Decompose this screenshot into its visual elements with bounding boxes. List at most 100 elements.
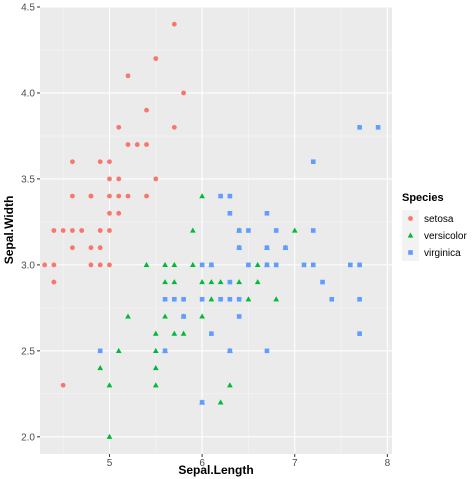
x-tick-label: 8 [385,458,391,469]
virginica-point [209,262,214,268]
virginica-point [348,262,353,268]
virginica-point [357,125,362,130]
virginica-point [264,245,270,250]
versicolor-point [106,433,113,439]
setosa-point [97,245,103,251]
versicolor-point [162,313,168,319]
setosa-point [70,159,75,165]
setosa-point [79,228,85,233]
setosa-point [51,228,57,233]
versicolor-point [106,382,113,388]
y-tick-label: 4.0 [21,88,35,99]
setosa-point [144,193,149,199]
virginica-point [246,228,251,233]
setosa-point [107,228,112,233]
virginica-point [218,296,223,302]
virginica-point [181,296,186,302]
setosa-point [70,228,75,233]
setosa-point [97,228,103,233]
virginica-point [310,262,316,268]
setosa-point [42,262,48,268]
virginica-point [357,331,362,336]
virginica-point [199,296,205,302]
versicolor-point [189,261,196,267]
versicolor-point [143,261,150,267]
virginica-point [97,348,103,354]
legend-key-virginica [408,250,413,255]
versicolor-point [208,296,215,302]
grid-lines [40,6,392,454]
legend-title: Species [402,192,444,204]
setosa-point [125,193,131,199]
setosa-point [134,142,140,147]
virginica-point [273,262,279,268]
versicolor-point [217,279,224,285]
versicolor-point [115,347,122,353]
versicolor-point [199,193,205,199]
virginica-point [310,159,316,165]
x-axis-ticks: 5 6 7 8 [107,454,391,469]
setosa-point [51,279,57,285]
y-tick-label: 2.0 [21,432,35,443]
setosa-point [107,176,112,182]
virginica-point [162,348,168,354]
virginica-point [301,262,307,268]
versicolor-point [227,382,233,388]
setosa-point [107,262,112,268]
setosa-point [107,159,112,165]
setosa-point [116,193,122,199]
setosa-point [116,124,122,130]
legend: Species setosa versicolor virginica [402,192,467,261]
setosa-point [88,193,94,199]
x-axis-title: Sepal.Length [178,463,253,477]
virginica-point [246,262,251,268]
versicolor-point [180,330,187,336]
virginica-point [264,211,270,216]
setosa-point [171,124,177,130]
virginica-point [227,348,233,354]
virginica-point [227,193,233,199]
versicolor-point [171,330,178,336]
versicolor-point [208,279,215,285]
virginica-point [357,296,362,302]
versicolor-point [171,261,178,267]
legend-label-virginica: virginica [424,248,461,259]
versicolor-point [125,313,131,319]
versicolor-point [152,330,159,336]
panel-background [40,7,392,454]
y-axis-ticks: 2.0 2.5 3.0 3.5 4.0 4.5 [21,3,40,443]
setosa-point [144,142,149,147]
versicolor-point [189,227,196,233]
virginica-point [283,245,288,250]
virginica-point [218,193,223,199]
data-points [42,21,381,439]
versicolor-point [245,296,252,302]
versicolor-point [152,347,159,353]
virginica-point [310,228,316,233]
setosa-point [60,228,66,233]
versicolor-point [162,261,168,267]
versicolor-point [291,227,298,233]
versicolor-point [171,279,178,285]
setosa-point [97,159,103,165]
setosa-point [153,56,159,61]
y-tick-label: 3.5 [21,174,35,185]
versicolor-point [236,279,243,285]
x-tick-label: 5 [107,458,113,469]
virginica-point [227,296,233,302]
setosa-point [88,262,94,268]
x-tick-label: 6 [199,458,205,469]
virginica-point [320,279,325,285]
y-tick-label: 3.0 [21,260,35,271]
setosa-point [107,193,112,199]
virginica-point [172,296,177,302]
virginica-point [227,279,233,285]
setosa-point [70,245,75,251]
versicolor-point [254,279,261,285]
versicolor-point [254,261,261,267]
virginica-point [236,314,242,319]
setosa-point [51,262,57,268]
x-tick-label: 7 [292,458,298,469]
virginica-point [162,296,168,302]
